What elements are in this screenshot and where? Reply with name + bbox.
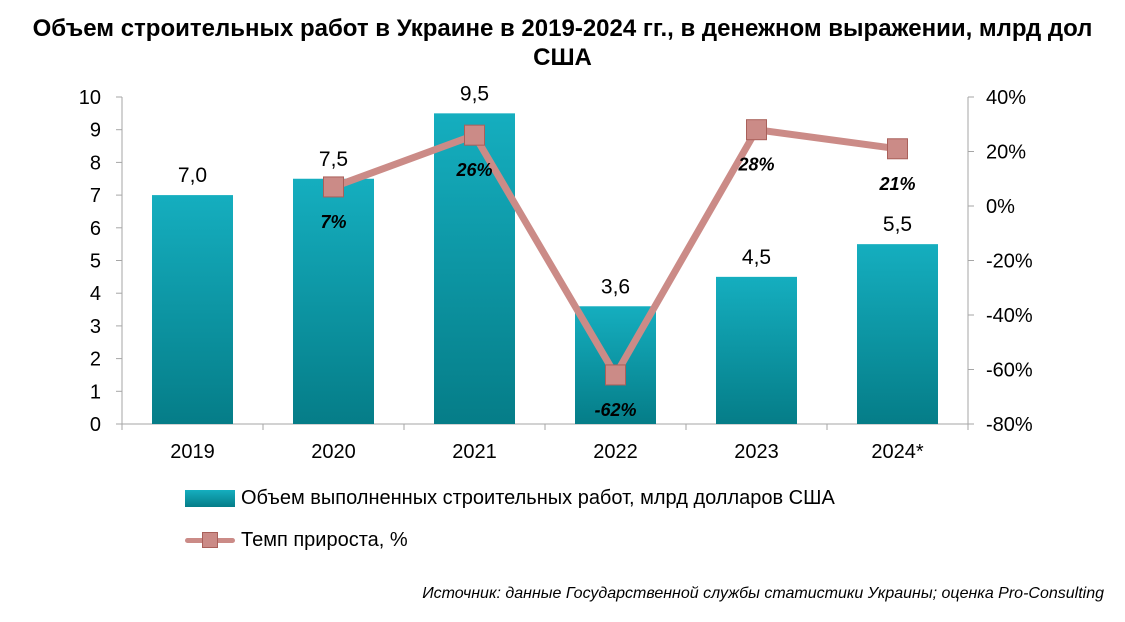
- growth-marker-2021: [464, 124, 485, 146]
- y-right-tick-label: 0%: [986, 196, 1015, 218]
- y-right-tick-label: 20%: [986, 142, 1026, 164]
- legend-label-volume: Объем выполненных строительных работ, мл…: [241, 486, 835, 509]
- bar-label-2023: 4,5: [742, 246, 771, 269]
- bar-2021: [434, 113, 515, 424]
- x-tick-label: 2020: [311, 441, 356, 463]
- bar-series: [152, 113, 938, 424]
- x-tick-label: 2021: [452, 441, 497, 463]
- x-tick-label: 2024*: [871, 441, 923, 463]
- axes: 0 1 2 3 4 5 6 7 8 9 10 -80% -60% -40% -20% 0% 20% 40% 2019…: [79, 87, 1033, 463]
- bar-data-labels: 7,0 7,5 9,5 3,6 4,5 5,5: [178, 82, 912, 298]
- growth-rate-series: [323, 119, 908, 386]
- legend-label-growth: Темп прироста, %: [241, 528, 408, 551]
- legend-swatch-line: [185, 530, 235, 550]
- growth-marker-2024*: [887, 138, 908, 160]
- x-tick-label: 2023: [734, 441, 779, 463]
- bar-label-2022: 3,6: [601, 275, 630, 298]
- y-left-tick-label: 7: [90, 185, 101, 207]
- y-left-tick-label: 2: [90, 349, 101, 371]
- growth-marker-2020: [323, 176, 344, 198]
- source-note: Источник: данные Государственной службы …: [422, 585, 1104, 602]
- y-right-tick-label: -40%: [986, 305, 1033, 327]
- y-left-tick-label: 0: [90, 414, 101, 436]
- y-left-tick-label: 4: [90, 283, 101, 305]
- legend-swatch-bar: [185, 489, 235, 507]
- y-left-tick-label: 3: [90, 316, 101, 338]
- y-left-tick-label: 5: [90, 251, 101, 273]
- growth-rate-data-labels: 7% 26% -62% 28% 21%: [320, 155, 915, 420]
- x-tick-label: 2022: [593, 441, 638, 463]
- bar-2020: [293, 178, 374, 424]
- bar-2023: [716, 276, 797, 424]
- growth-label-2021: 26%: [455, 160, 492, 180]
- growth-label-2020: 7%: [320, 212, 346, 232]
- y-right-tick-label: -80%: [986, 414, 1033, 436]
- growth-marker-2023: [746, 119, 767, 141]
- y-left-tick-label: 10: [79, 87, 101, 109]
- growth-label-2022: -62%: [594, 400, 636, 420]
- y-left-tick-label: 8: [90, 152, 101, 174]
- bar-label-2024*: 5,5: [883, 213, 912, 236]
- y-right-tick-label: -20%: [986, 251, 1033, 273]
- y-left-tick-label: 6: [90, 218, 101, 240]
- legend-item-growth: Темп прироста, %: [185, 526, 835, 554]
- bar-label-2021: 9,5: [460, 82, 489, 105]
- bar-label-2020: 7,5: [319, 148, 348, 171]
- x-tick-label: 2019: [170, 441, 215, 463]
- y-right-tick-label: -60%: [986, 360, 1033, 382]
- y-left-tick-label: 1: [90, 381, 101, 403]
- growth-label-2023: 28%: [737, 155, 774, 175]
- bar-label-2019: 7,0: [178, 164, 207, 187]
- y-left-tick-label: 9: [90, 120, 101, 142]
- growth-marker-2022: [605, 364, 626, 386]
- legend: Объем выполненных строительных работ, мл…: [185, 484, 835, 568]
- chart-title: Объем строительных работ в Украине в 201…: [32, 15, 1093, 71]
- legend-item-volume: Объем выполненных строительных работ, мл…: [185, 484, 835, 512]
- bar-2019: [152, 195, 233, 424]
- bar-2024*: [857, 244, 938, 424]
- y-right-tick-label: 40%: [986, 87, 1026, 109]
- growth-label-2024*: 21%: [878, 174, 915, 194]
